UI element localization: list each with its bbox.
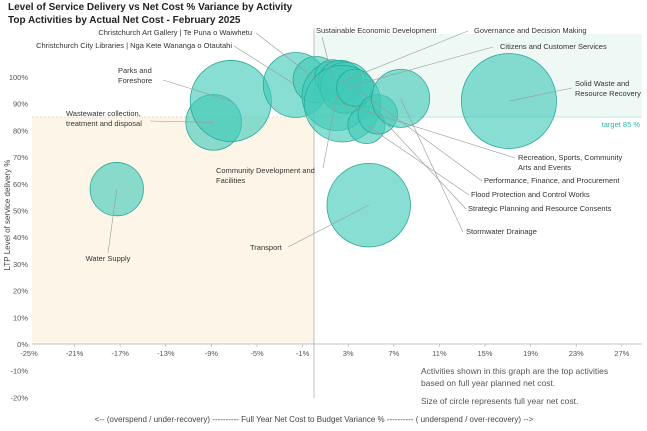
leader-line [107, 189, 118, 254]
leader-line [255, 32, 317, 80]
bubble-labels: Water Supply Wastewater collection,treatm… [36, 26, 641, 263]
bubble-label: treatment and disposal [66, 119, 142, 128]
bubble-label: Parks and [118, 66, 152, 75]
leader-line [508, 87, 573, 102]
bubble-label: Christchurch City Libraries | Nga Kete W… [36, 41, 232, 50]
x-tick-label: -21% [66, 349, 84, 358]
bubble-label: Community Development and [216, 166, 315, 175]
leader-line [287, 204, 369, 248]
y-tick-label: 50% [13, 207, 28, 216]
leader-line [340, 30, 469, 83]
annotation-note: based on full year planned net cost. [421, 378, 555, 388]
y-tick-label: 30% [13, 260, 28, 269]
shade-below-target-overspend [32, 117, 314, 344]
leader-line [149, 120, 214, 123]
y-tick-label: 10% [13, 313, 28, 322]
bubble-label: Sustainable Economic Development [316, 26, 437, 35]
leader-line [342, 103, 516, 159]
leader-line [233, 45, 296, 86]
bubble-label: Resource Recovery [575, 89, 641, 98]
target-label: target 85 % [602, 120, 641, 129]
bubble-label: Facilities [216, 176, 245, 185]
x-tick-label: -5% [250, 349, 264, 358]
y-tick-label: 40% [13, 233, 28, 242]
y-tick-label: -10% [10, 367, 28, 376]
bubble-label: Recreation, Sports, Community [518, 153, 622, 162]
y-tick-label: 80% [13, 126, 28, 135]
leader-line [354, 87, 483, 182]
y-axis-title: LTP Level of service delivery % [3, 160, 12, 271]
x-tick-label: 23% [569, 349, 584, 358]
x-tick-label: 11% [432, 349, 447, 358]
bubble-label: Governance and Decision Making [474, 26, 587, 35]
leader-lines [107, 30, 573, 254]
y-tick-label: 90% [13, 100, 28, 109]
bubble-label: Performance, Finance, and Procurement [484, 176, 620, 185]
bubble-label: Arts and Events [518, 163, 571, 172]
y-tick-label: 0% [17, 340, 28, 349]
bubble[interactable] [89, 162, 144, 217]
leader-line [366, 124, 470, 196]
bubble-label: Solid Waste and [575, 79, 629, 88]
bubble-label: Transport [250, 243, 283, 252]
leader-line [400, 98, 464, 233]
y-tick-label: 100% [9, 73, 29, 82]
x-tick-label: 15% [477, 349, 492, 358]
bubble-label: Foreshore [118, 76, 152, 85]
bubble-label: Water Supply [86, 254, 131, 263]
leader-line [162, 79, 231, 102]
x-tick-label: 27% [614, 349, 629, 358]
x-tick-label: -25% [20, 349, 38, 358]
bubble-label: Wastewater collection, [66, 109, 141, 118]
x-tick-label: -1% [296, 349, 310, 358]
leader-line [322, 95, 338, 169]
chart-title: Level of Service Delivery vs Net Cost % … [8, 2, 293, 13]
bubble-label: Flood Protection and Control Works [471, 190, 590, 199]
annotation-note: Size of circle represents full year net … [421, 396, 578, 406]
bubble-label: Christchurch Art Gallery | Te Puna o Wai… [98, 28, 252, 37]
bubble-label: Strategic Planning and Resource Consents [468, 204, 612, 213]
leader-line [345, 46, 494, 88]
x-tick-label: -13% [157, 349, 175, 358]
axes: -25% -21% -17% -13% -9% -5% -1% 3% 7% 11% 15% 19% 23… [9, 28, 642, 402]
leader-line [321, 36, 333, 78]
y-tick-label: 20% [13, 287, 28, 296]
x-tick-label: 19% [523, 349, 538, 358]
x-axis-title: <-- (overspend / under-recovery) -------… [95, 415, 534, 424]
x-tick-label: -17% [111, 349, 129, 358]
x-tick-label: -9% [205, 349, 219, 358]
x-tick-label: 7% [388, 349, 399, 358]
annotation-note: Activities shown in this graph are the t… [421, 366, 608, 376]
y-tick-label: 70% [13, 153, 28, 162]
bubble-label: Stormwater Drainage [466, 227, 537, 236]
y-tick-label: -20% [10, 393, 28, 402]
y-tick-label: 60% [13, 180, 28, 189]
annotation-notes: Activities shown in this graph are the t… [421, 366, 608, 406]
bubble-label: Citizens and Customer Services [500, 42, 607, 51]
chart-subtitle: Top Activities by Actual Net Cost - Febr… [8, 15, 241, 26]
x-tick-label: 3% [343, 349, 354, 358]
leader-line [377, 114, 467, 210]
